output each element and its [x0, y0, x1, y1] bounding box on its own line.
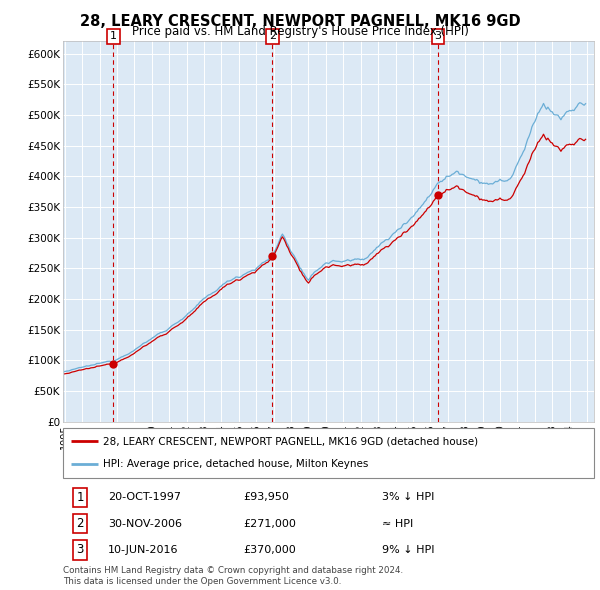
Text: 1: 1 — [110, 31, 117, 41]
Text: 2: 2 — [76, 517, 84, 530]
Text: 20-OCT-1997: 20-OCT-1997 — [108, 492, 181, 502]
Text: £271,000: £271,000 — [244, 519, 296, 529]
Text: 1: 1 — [76, 491, 84, 504]
Text: 30-NOV-2006: 30-NOV-2006 — [108, 519, 182, 529]
FancyBboxPatch shape — [63, 428, 594, 478]
Text: 3% ↓ HPI: 3% ↓ HPI — [382, 492, 434, 502]
Text: 3: 3 — [76, 543, 83, 556]
Text: 3: 3 — [434, 31, 442, 41]
Text: 28, LEARY CRESCENT, NEWPORT PAGNELL, MK16 9GD: 28, LEARY CRESCENT, NEWPORT PAGNELL, MK1… — [80, 14, 520, 28]
Text: ≈ HPI: ≈ HPI — [382, 519, 413, 529]
Text: 10-JUN-2016: 10-JUN-2016 — [108, 545, 179, 555]
Text: Contains HM Land Registry data © Crown copyright and database right 2024.
This d: Contains HM Land Registry data © Crown c… — [63, 566, 403, 586]
Text: 9% ↓ HPI: 9% ↓ HPI — [382, 545, 434, 555]
Text: £93,950: £93,950 — [244, 492, 289, 502]
Text: 2: 2 — [269, 31, 276, 41]
Text: 28, LEARY CRESCENT, NEWPORT PAGNELL, MK16 9GD (detached house): 28, LEARY CRESCENT, NEWPORT PAGNELL, MK1… — [103, 436, 478, 446]
Text: HPI: Average price, detached house, Milton Keynes: HPI: Average price, detached house, Milt… — [103, 460, 368, 470]
Text: £370,000: £370,000 — [244, 545, 296, 555]
Text: Price paid vs. HM Land Registry's House Price Index (HPI): Price paid vs. HM Land Registry's House … — [131, 25, 469, 38]
